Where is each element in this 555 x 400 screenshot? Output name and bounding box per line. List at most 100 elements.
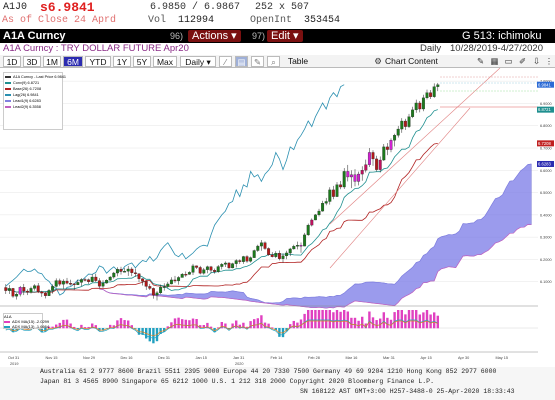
candle-body — [7, 288, 11, 291]
candle-body — [432, 86, 436, 97]
oscillator-bar — [350, 317, 353, 329]
candle-body — [18, 287, 22, 295]
calendar-icon[interactable]: ▦ — [490, 56, 499, 66]
candle-body — [115, 269, 119, 274]
candle-style-icon[interactable]: ▤ — [235, 56, 248, 67]
candle-body — [367, 152, 371, 165]
time-tick-label: Oct 31 — [8, 356, 19, 360]
period-max-button[interactable]: Max — [153, 56, 177, 67]
candle-body — [317, 210, 321, 216]
interval-dropdown[interactable]: Daily ▾ — [180, 56, 216, 67]
period-ytd-button[interactable]: YTD — [85, 56, 111, 67]
oscillator-bar — [267, 323, 270, 329]
period-1m-button[interactable]: 1M — [43, 56, 61, 67]
candle-body — [51, 286, 55, 291]
price-tag-box — [537, 81, 554, 88]
oscillator-bar — [116, 320, 119, 329]
oscillator-bar — [339, 311, 342, 329]
candle-body — [205, 266, 209, 270]
candle-body — [393, 135, 397, 141]
draw-tool-icon[interactable]: ✎ — [251, 56, 264, 67]
candle-body — [119, 269, 123, 272]
oscillator-bar — [206, 322, 209, 329]
oscillator-bar — [76, 328, 79, 330]
oscillator-bar — [433, 312, 436, 329]
oscillator-bar — [105, 328, 108, 329]
oscillator-bar — [335, 310, 339, 329]
oscillator-bar — [69, 323, 72, 329]
candle-body — [94, 276, 98, 281]
print-icon[interactable]: ▭ — [504, 56, 513, 66]
oscillator-title: A1A — [4, 314, 12, 319]
oscillator-bar — [382, 312, 385, 329]
candle-body — [112, 272, 116, 278]
price-axis-labels: 7.0000 6.9000 6.8000 6.7000 6.6000 6.5000 6.40… — [540, 80, 552, 285]
year-label: 2020 — [235, 362, 243, 366]
edit-icon[interactable]: ✐ — [518, 56, 527, 66]
candle-body — [180, 273, 184, 278]
oscillator-bar — [40, 328, 43, 333]
candle-body — [364, 164, 368, 171]
chart-content-icon[interactable]: ⚙ — [374, 56, 382, 66]
oscillator-bar — [55, 324, 58, 329]
oscillator-bar — [202, 325, 205, 329]
candle-body — [191, 265, 195, 273]
legend-swatch — [5, 88, 11, 90]
open-interest-label: OpenInt — [250, 15, 293, 26]
oscillator-bar — [328, 310, 331, 329]
chart-background — [0, 68, 555, 367]
period-1d-button[interactable]: 1D — [3, 56, 21, 67]
period-5y-button[interactable]: 5Y — [133, 56, 151, 67]
open-interest-value: 353454 — [304, 15, 341, 26]
zoom-icon[interactable]: ⌕ — [267, 56, 280, 67]
actions-menu-button[interactable]: Actions ▾ — [188, 30, 241, 42]
edit-menu-button[interactable]: Edit ▾ — [267, 30, 303, 42]
line-style-icon[interactable]: ⁄ — [219, 56, 232, 67]
price-tick-label: 6.5000 — [540, 191, 552, 195]
candle-body — [313, 214, 317, 221]
candle-body — [310, 219, 314, 226]
price-tick-label: 6.1000 — [540, 280, 552, 284]
time-tick-label: Jan 15 — [196, 356, 207, 360]
legend-swatch — [5, 94, 11, 96]
candle-body — [169, 279, 173, 285]
candle-body — [54, 280, 58, 287]
oscillator-bar — [361, 316, 364, 329]
legend-entry: Lead2(9) 6.3558 — [5, 104, 61, 110]
ichimoku-chart[interactable]: 7.0000 6.9000 6.8000 6.7000 6.6000 6.5000 6.40… — [0, 68, 555, 367]
time-tick-label: Nov 15 — [46, 356, 58, 360]
oscillator-bar — [263, 322, 267, 329]
more-icon[interactable]: ⋮ — [544, 56, 554, 66]
as-of-close: As of Close 24 Aprd — [2, 15, 117, 26]
period-1y-button[interactable]: 1Y — [113, 56, 131, 67]
candle-body — [209, 266, 213, 271]
period-6m-button[interactable]: 6M — [63, 56, 83, 67]
oscillator-bar — [379, 318, 382, 329]
actions-number: 96) — [170, 31, 184, 41]
candle-body — [123, 271, 127, 273]
oscillator-bar — [415, 310, 418, 329]
candle-body — [349, 174, 353, 178]
oscillator-bar — [310, 310, 313, 329]
period-3d-button[interactable]: 3D — [23, 56, 41, 67]
time-tick-label: Mar 16 — [346, 356, 358, 360]
candle-body — [357, 173, 361, 182]
candle-body — [295, 245, 299, 247]
candle-body — [184, 273, 188, 276]
oscillator-bar — [274, 328, 277, 331]
oscillator-bar — [123, 320, 126, 329]
candles-group — [4, 82, 440, 301]
chart-content-button[interactable]: Chart Content — [385, 56, 438, 66]
download-icon[interactable]: ⇩ — [532, 56, 541, 66]
price-tag-label: 6.7208 — [538, 141, 551, 146]
ticker-code: A1J0 — [3, 2, 28, 13]
oscillator-bar — [425, 310, 429, 329]
table-button[interactable]: Table — [287, 56, 309, 66]
security-field[interactable]: A1A Curncy — [3, 30, 66, 42]
annotate-icon[interactable]: ✎ — [476, 56, 485, 66]
candle-body — [177, 277, 181, 281]
candle-body — [270, 254, 274, 257]
footer-line-3: SN 168122 AST GMT+3:00 H257-3488-0 25-Ap… — [300, 388, 515, 395]
candle-body — [277, 253, 281, 259]
oscillator-bar — [253, 319, 256, 329]
